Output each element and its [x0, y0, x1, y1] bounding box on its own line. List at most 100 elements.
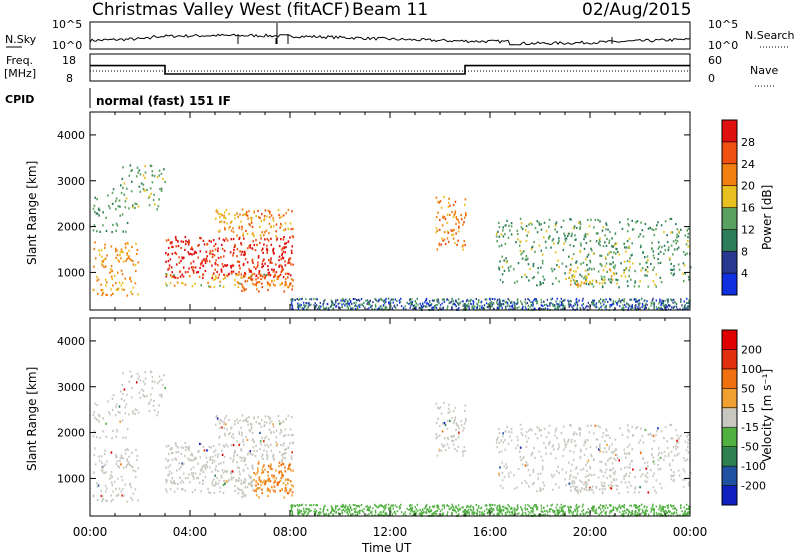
velocity-cell	[461, 451, 464, 454]
power-cell	[217, 256, 220, 260]
power-cell	[251, 278, 254, 281]
power-cell	[580, 283, 582, 286]
power-cell	[340, 299, 342, 302]
power-cell	[628, 269, 630, 272]
power-cell	[576, 280, 578, 283]
power-cell	[206, 259, 208, 263]
velocity-cell	[609, 468, 611, 471]
power-cell	[186, 240, 189, 244]
velocity-cell	[322, 510, 324, 513]
power-cell	[583, 247, 586, 250]
power-cell	[323, 307, 325, 310]
power-cell	[248, 268, 250, 271]
power-cell	[675, 305, 678, 308]
velocity-cell	[609, 504, 611, 507]
power-cell	[241, 250, 243, 253]
power-cell	[572, 274, 575, 277]
velocity-cell	[262, 470, 265, 474]
power-cell	[231, 272, 233, 275]
velocity-cell	[556, 510, 559, 513]
power-cell	[499, 299, 501, 302]
power-cell	[389, 300, 392, 303]
power-cell	[588, 283, 590, 286]
velocity-cell	[634, 513, 636, 515]
velocity-cell	[126, 463, 128, 467]
velocity-cell	[301, 503, 303, 506]
power-cell	[530, 301, 532, 303]
power-cell	[221, 214, 223, 217]
power-cell	[226, 274, 229, 278]
power-cell	[440, 206, 443, 209]
velocity-cell	[525, 431, 528, 434]
power-cell	[175, 238, 177, 241]
power-cell	[510, 305, 513, 308]
power-cell	[576, 283, 578, 286]
velocity-cell	[115, 487, 117, 491]
velocity-cell	[595, 485, 598, 488]
power-cell	[131, 180, 133, 183]
nsky-tick-bottom: 10^0	[52, 39, 82, 52]
power-cell	[683, 264, 686, 267]
velocity-cell	[664, 509, 666, 512]
power-cell	[178, 256, 180, 259]
velocity-cell	[446, 436, 449, 439]
power-cell	[126, 252, 128, 255]
velocity-cell	[149, 393, 152, 396]
velocity-cell	[110, 500, 112, 503]
power-cell	[499, 302, 502, 305]
power-cell	[623, 242, 625, 245]
power-cell	[153, 174, 156, 178]
velocity-cell	[120, 475, 123, 478]
velocity-cell	[560, 432, 563, 435]
power-cell	[618, 253, 620, 256]
velocity-cell	[643, 514, 646, 516]
velocity-cell	[642, 457, 644, 460]
velocity-cell	[214, 483, 217, 487]
velocity-cell	[658, 512, 660, 515]
power-cell	[142, 187, 145, 190]
power-cell	[565, 237, 568, 240]
power-cell	[379, 305, 381, 308]
nave-tick-60: 60	[708, 54, 722, 67]
power-cell	[673, 265, 675, 268]
power-cell	[415, 302, 417, 305]
velocity-cell	[411, 509, 413, 512]
velocity-cell	[529, 473, 531, 477]
velocity-cell	[497, 509, 499, 512]
y-tick-label: 3000	[57, 175, 85, 188]
velocity-cell	[641, 512, 643, 515]
power-cell	[144, 171, 147, 174]
velocity-cell	[579, 429, 582, 432]
power-cell	[251, 225, 254, 229]
velocity-cell	[93, 430, 96, 433]
power-cell	[249, 246, 251, 249]
velocity-cell	[334, 509, 336, 512]
power-cell	[261, 249, 263, 252]
velocity-cell	[187, 457, 190, 460]
velocity-cell	[675, 448, 677, 451]
velocity-cell	[521, 457, 524, 460]
power-cell	[638, 304, 640, 307]
power-cell	[201, 262, 203, 265]
velocity-cell	[659, 456, 662, 459]
power-cell	[641, 267, 644, 270]
power-cell	[342, 297, 344, 300]
velocity-cell	[263, 437, 266, 440]
velocity-cell	[647, 491, 650, 494]
power-cell	[677, 263, 680, 266]
power-cell	[656, 307, 658, 310]
power-cell	[682, 262, 685, 265]
power-cell	[383, 300, 385, 303]
velocity-cell	[644, 475, 647, 478]
power-cell	[644, 269, 647, 272]
power-cell	[642, 235, 645, 238]
velocity-cell	[464, 404, 467, 407]
velocity-cell	[402, 513, 405, 516]
velocity-cell	[605, 428, 607, 431]
power-cell	[608, 251, 610, 254]
velocity-cell	[626, 436, 629, 439]
velocity-cell	[261, 492, 264, 495]
velocity-cell	[562, 506, 564, 509]
power-cell	[384, 307, 386, 310]
velocity-cell	[158, 375, 161, 378]
